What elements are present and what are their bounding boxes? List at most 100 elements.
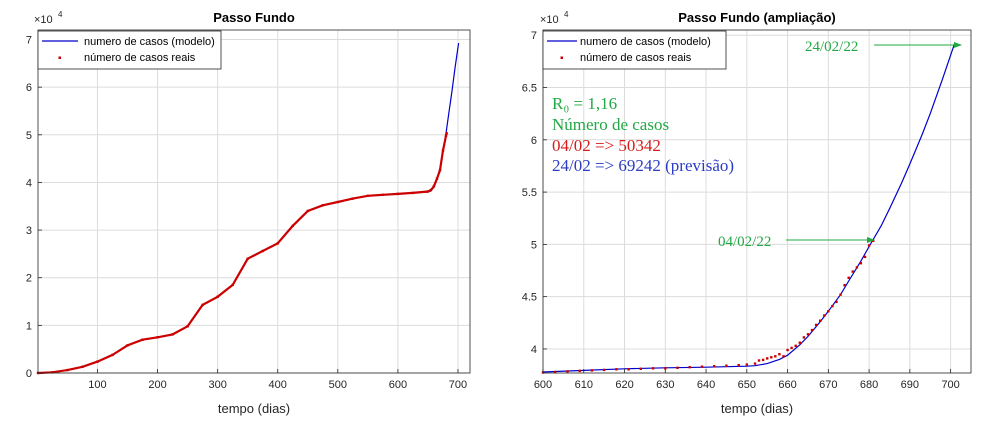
- real-case-point: [602, 368, 606, 372]
- x-tick-label: 100: [88, 379, 106, 391]
- real-case-point: [814, 323, 818, 327]
- x-tick-label: 650: [738, 379, 756, 391]
- x-tick-label: 670: [819, 379, 837, 391]
- real-case-point: [737, 364, 740, 367]
- real-case-point: [798, 341, 801, 344]
- arrow-feb24: 24/02/22: [805, 39, 962, 55]
- x-tick-label: 400: [269, 379, 287, 391]
- x-tick-label: 660: [778, 379, 796, 391]
- exponent-right: ×10 4: [540, 10, 569, 26]
- y-tick-label: 6.5: [522, 83, 537, 95]
- y-tick-label: 5: [26, 130, 32, 142]
- y-tick-label: 6: [531, 135, 537, 147]
- chart-title-right: Passo Fundo (ampliação): [678, 10, 835, 25]
- real-case-point: [761, 358, 765, 362]
- exponent-power-left: 4: [58, 10, 63, 19]
- x-tick-label: 200: [148, 379, 166, 391]
- x-tick-label: 600: [389, 379, 407, 391]
- x-tick-label: 300: [208, 379, 226, 391]
- real-case-point: [774, 355, 777, 358]
- y-tick-label: 3: [26, 225, 32, 237]
- real-case-point: [843, 284, 846, 287]
- legend-real-label-left: número de casos reais: [84, 52, 196, 64]
- real-case-point: [778, 353, 781, 356]
- real-case-point: [810, 328, 814, 332]
- real-dots-left: [36, 132, 448, 375]
- real-case-point: [688, 366, 691, 369]
- plot-area-right: [542, 29, 972, 374]
- real-case-point: [757, 359, 761, 362]
- y-tick-label: 0: [26, 368, 32, 380]
- real-case-point: [859, 262, 863, 265]
- real-case-point: [713, 365, 716, 368]
- legend-dot-swatch-right: [560, 56, 563, 59]
- y-tick-label: 2: [26, 273, 32, 285]
- annotation-r0: R₀ = 1,16: [552, 94, 617, 113]
- legend-box-left: [37, 30, 222, 70]
- real-case-point: [615, 368, 618, 371]
- model-curve: [37, 43, 460, 374]
- exponent-base-right: ×10: [540, 14, 559, 26]
- y-tick-label: 4: [531, 344, 537, 356]
- y-tick-label: 4.5: [522, 292, 537, 304]
- x-tick-label: 640: [697, 379, 715, 391]
- x-ticks-left: 100 200 300 400 500 600 700: [88, 369, 467, 391]
- real-case-point: [700, 365, 704, 368]
- real-case-point: [745, 363, 748, 366]
- x-tick-label: 500: [329, 379, 347, 391]
- real-case-point: [566, 370, 569, 373]
- y-tick-label: 7: [26, 35, 32, 47]
- arrow-feb04: 04/02/22: [718, 234, 875, 250]
- x-tick-label: 610: [575, 379, 593, 391]
- real-case-point: [627, 368, 630, 371]
- real-case-point: [766, 357, 769, 360]
- real-case-point: [867, 244, 871, 247]
- exponent-base-left: ×10: [34, 14, 53, 26]
- legend-model-label-right: numero de casos (modelo): [580, 36, 711, 48]
- real-case-point: [786, 348, 789, 352]
- arrow-feb04-label: 04/02/22: [718, 234, 771, 250]
- y-ticks-left: 0 1 2 3 4 5 6 7: [26, 35, 42, 380]
- y-tick-label: 4: [26, 177, 32, 189]
- real-case-point: [676, 366, 679, 369]
- model-line-left: [37, 43, 460, 374]
- annotation-real-value: 04/02 => 50342: [552, 136, 661, 155]
- exponent-power-right: 4: [564, 10, 569, 19]
- grid-right: [542, 30, 971, 373]
- legend-real-label-right: número de casos reais: [580, 52, 692, 64]
- real-case-point: [855, 266, 859, 269]
- real-case-point: [827, 310, 830, 313]
- y-tick-label: 6: [26, 82, 32, 94]
- x-tick-label: 630: [656, 379, 674, 391]
- real-case-point: [839, 293, 842, 296]
- model-curve: [542, 43, 956, 373]
- chart-right: 600 610 620 630 640 650 660 670 680 690 700 4 4.5 5 5…: [522, 10, 972, 416]
- exponent-left: ×10 4: [34, 10, 63, 26]
- legend-box-right: [542, 30, 727, 70]
- real-case-point: [847, 276, 850, 279]
- legend-left: numero de casos (modelo) número de casos…: [37, 30, 222, 70]
- x-axis-label-right: tempo (dias): [721, 401, 793, 416]
- real-dots-right: [541, 239, 875, 374]
- model-line-right: [542, 43, 956, 373]
- real-case-point: [753, 362, 757, 365]
- real-case-point: [770, 356, 773, 359]
- annotation-block: R₀ = 1,16 Número de casos 04/02 => 50342…: [552, 94, 734, 175]
- y-tick-label: 5: [531, 239, 537, 251]
- real-case-point: [806, 333, 810, 336]
- x-tick-label: 620: [615, 379, 633, 391]
- real-case-point: [790, 346, 793, 350]
- real-case-point: [823, 314, 826, 317]
- annotation-numero-casos: Número de casos: [552, 115, 669, 134]
- real-case-point: [725, 364, 728, 367]
- x-tick-label: 680: [860, 379, 878, 391]
- real-case-point: [819, 319, 822, 322]
- y-tick-label: 1: [26, 320, 32, 332]
- x-ticks-right: 600 610 620 630 640 650 660 670 680 690 700: [534, 369, 960, 391]
- legend-model-label-left: numero de casos (modelo): [84, 36, 215, 48]
- real-case-point: [554, 370, 557, 374]
- x-tick-label: 690: [901, 379, 919, 391]
- x-tick-label: 600: [534, 379, 552, 391]
- real-case-point: [578, 369, 581, 373]
